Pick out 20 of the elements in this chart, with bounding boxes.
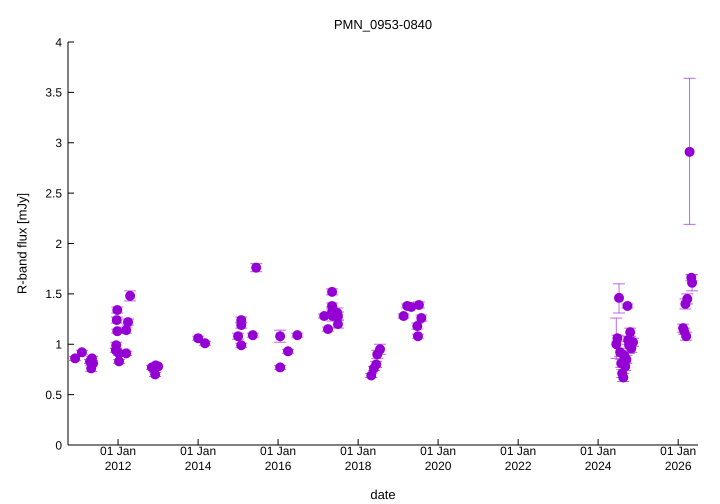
x-tick-label: 01 Jan 2012	[100, 444, 136, 473]
x-tick-label: 01 Jan 2014	[180, 444, 216, 473]
y-tick-label: 1	[55, 338, 62, 352]
chart-title: PMN_0953-0840	[332, 17, 434, 32]
y-tick-label: 3.5	[45, 86, 62, 100]
x-tick-label: 01 Jan 2024	[580, 444, 616, 473]
y-tick-label: 4	[55, 35, 62, 50]
y-tick-label: 2.5	[45, 186, 62, 200]
y-tick-label: 0.5	[45, 388, 62, 402]
x-tick-label: 01 Jan 2026	[660, 444, 696, 473]
x-tick-label: 01 Jan 2016	[260, 444, 296, 473]
x-tick-label: 01 Jan 2020	[420, 444, 456, 473]
y-tick-label: 1.5	[45, 287, 62, 302]
y-axis-title: R-band flux [mJy]	[14, 192, 30, 294]
y-tick-label: 0	[55, 438, 62, 452]
x-tick-label: 01 Jan 2018	[340, 444, 376, 473]
x-axis-title: date	[370, 487, 396, 502]
x-tick-label: 01 Jan 2022	[500, 444, 536, 473]
y-tick-label: 2	[55, 236, 62, 251]
y-tick-label: 3	[55, 136, 62, 150]
